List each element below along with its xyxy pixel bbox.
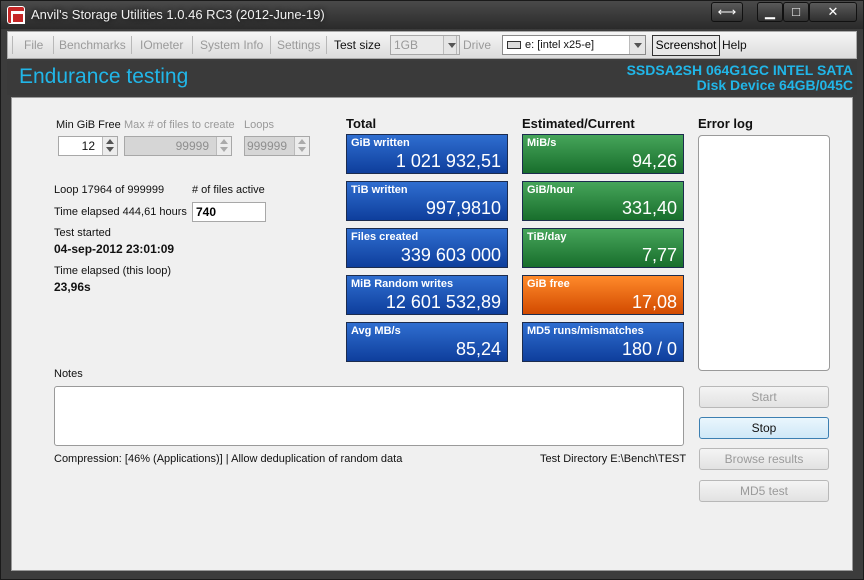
gib-written-tile: GiB written 1 021 932,51 xyxy=(346,134,508,174)
files-created-tile: Files created 339 603 000 xyxy=(346,228,508,268)
test-started-value: 04-sep-2012 23:01:09 xyxy=(54,242,175,256)
tile-label: GiB free xyxy=(527,278,570,290)
tile-value: 1 021 932,51 xyxy=(395,151,501,171)
tile-label: Files created xyxy=(351,231,419,243)
screenshot-button[interactable]: Screenshot xyxy=(652,35,720,56)
stop-button[interactable]: Stop xyxy=(699,417,829,439)
min-gib-free-label: Min GiB Free xyxy=(56,119,121,131)
compression-info: Compression: [46% (Applications)] | Allo… xyxy=(54,453,403,465)
tib-written-tile: TiB written 997,9810 xyxy=(346,181,508,221)
tile-value: 180 / 0 xyxy=(621,339,677,359)
menu-iometer[interactable]: IOmeter xyxy=(140,38,184,52)
md5-test-button[interactable]: MD5 test xyxy=(699,480,829,502)
max-files-stepper[interactable]: 99999 xyxy=(124,136,232,156)
menu-separator xyxy=(456,36,457,54)
anvil-app-icon[interactable] xyxy=(7,6,25,24)
window-title: Anvil's Storage Utilities 1.0.46 RC3 (20… xyxy=(31,7,325,22)
drive-icon xyxy=(507,41,521,49)
files-active-label: # of files active xyxy=(192,184,265,196)
tile-value: 17,08 xyxy=(631,292,677,312)
gib-hour-tile: GiB/hour 331,40 xyxy=(522,181,684,221)
device-name-line1: SSDSA2SH 064G1GC INTEL SATA xyxy=(626,62,853,78)
chevron-down-icon[interactable] xyxy=(629,36,645,54)
tile-value: 85,24 xyxy=(455,339,501,359)
test-directory: Test Directory E:\Bench\TEST xyxy=(540,453,687,465)
stepper-arrows-icon[interactable] xyxy=(102,137,117,155)
loops-stepper[interactable]: 999999 xyxy=(244,136,310,156)
files-active-field[interactable]: 740 xyxy=(192,202,266,222)
loop-elapsed-value: 23,96s xyxy=(54,280,91,294)
max-files-value: 99999 xyxy=(175,139,209,153)
title-bar: Anvil's Storage Utilities 1.0.46 RC3 (20… xyxy=(1,1,863,29)
avg-mbs-tile: Avg MB/s 85,24 xyxy=(346,322,508,362)
menu-separator xyxy=(270,36,271,54)
tib-day-tile: TiB/day 7,77 xyxy=(522,228,684,268)
estimated-heading: Estimated/Current xyxy=(522,116,635,131)
error-log-heading: Error log xyxy=(698,116,753,131)
menu-help[interactable]: Help xyxy=(722,38,747,52)
drive-label: Drive xyxy=(463,38,492,52)
stepper-arrows-icon[interactable] xyxy=(216,137,231,155)
tile-value: 997,9810 xyxy=(425,198,501,218)
menu-separator xyxy=(131,36,132,54)
tile-value: 12 601 532,89 xyxy=(385,292,501,312)
loops-value: 999999 xyxy=(246,139,287,153)
total-heading: Total xyxy=(346,116,377,131)
tile-label: MiB Random writes xyxy=(351,278,454,290)
loop-counter: Loop 17964 of 999999 xyxy=(54,184,165,196)
mibs-tile: MiB/s 94,26 xyxy=(522,134,684,174)
loop-elapsed-label: Time elapsed (this loop) xyxy=(54,265,171,277)
minimize-button[interactable]: ▁ xyxy=(757,2,783,22)
test-started-label: Test started xyxy=(54,227,111,239)
stepper-arrows-icon[interactable] xyxy=(294,137,309,155)
test-size-label: Test size xyxy=(334,38,381,52)
max-files-label: Max # of files to create xyxy=(124,119,235,131)
test-size-select[interactable]: 1GB xyxy=(390,35,460,55)
tile-label: GiB written xyxy=(351,137,410,149)
min-gib-free-value: 12 xyxy=(81,139,95,153)
menu-separator xyxy=(12,36,13,54)
min-gib-free-stepper[interactable]: 12 xyxy=(58,136,118,156)
tile-value: 331,40 xyxy=(621,198,677,218)
test-size-value: 1GB xyxy=(394,38,419,52)
tile-label: TiB/day xyxy=(527,231,567,243)
mib-random-writes-tile: MiB Random writes 12 601 532,89 xyxy=(346,275,508,315)
menu-system-info[interactable]: System Info xyxy=(200,38,264,52)
loops-label: Loops xyxy=(244,119,274,131)
tile-value: 7,77 xyxy=(641,245,677,265)
maximize-button[interactable]: □ xyxy=(783,2,809,22)
menu-settings[interactable]: Settings xyxy=(277,38,321,52)
tile-label: MiB/s xyxy=(527,137,557,149)
main-panel: Min GiB Free Max # of files to create Lo… xyxy=(11,97,853,571)
tile-label: MD5 runs/mismatches xyxy=(527,325,644,337)
menu-file[interactable]: File xyxy=(24,38,44,52)
menu-separator xyxy=(326,36,327,54)
page-header: Endurance testing SSDSA2SH 064G1GC INTEL… xyxy=(7,61,857,95)
close-button[interactable]: ✕ xyxy=(809,2,857,22)
gib-free-tile: GiB free 17,08 xyxy=(522,275,684,315)
notes-label: Notes xyxy=(54,368,83,380)
start-button[interactable]: Start xyxy=(699,386,829,408)
browse-results-button[interactable]: Browse results xyxy=(699,448,829,470)
swap-layout-button[interactable]: ⟷ xyxy=(711,2,743,22)
chevron-down-icon[interactable] xyxy=(443,36,459,54)
error-log-textarea[interactable] xyxy=(698,135,830,371)
time-elapsed: Time elapsed 444,61 hours xyxy=(54,206,187,218)
tile-value: 339 603 000 xyxy=(400,245,501,265)
tile-label: Avg MB/s xyxy=(351,325,401,337)
menu-bar: File Benchmarks IOmeter System Info Sett… xyxy=(7,31,857,59)
notes-textarea[interactable] xyxy=(54,386,684,446)
menu-benchmarks[interactable]: Benchmarks xyxy=(59,38,126,52)
tile-value: 94,26 xyxy=(631,151,677,171)
tile-label: TiB written xyxy=(351,184,408,196)
drive-select[interactable]: e: [intel x25-e] xyxy=(502,35,646,55)
tile-label: GiB/hour xyxy=(527,184,575,196)
device-name-line2: Disk Device 64GB/045C xyxy=(696,77,853,93)
page-title: Endurance testing xyxy=(19,65,189,88)
menu-separator xyxy=(192,36,193,54)
drive-value: e: [intel x25-e] xyxy=(525,39,595,51)
menu-separator xyxy=(53,36,54,54)
md5-runs-tile: MD5 runs/mismatches 180 / 0 xyxy=(522,322,684,362)
